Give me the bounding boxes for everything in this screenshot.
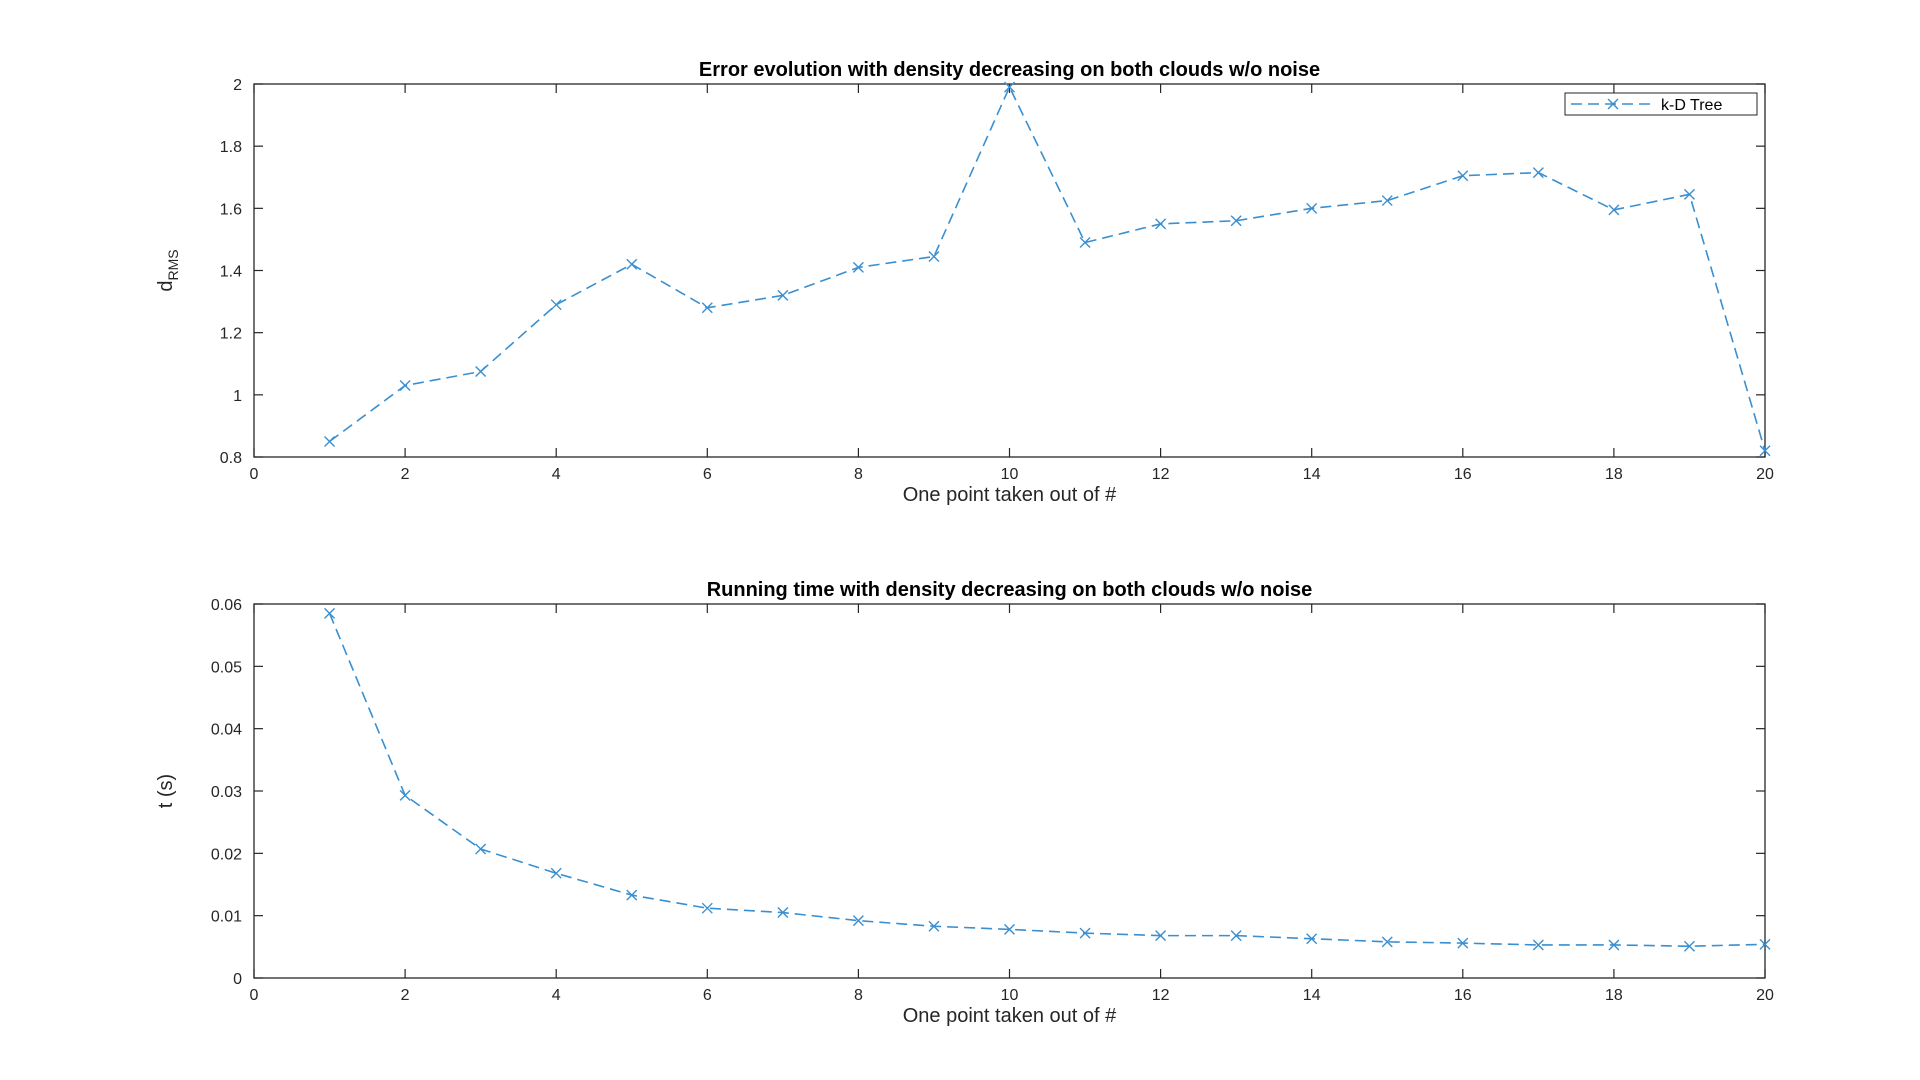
x-tick-label: 18 — [1605, 466, 1623, 483]
data-point — [1759, 938, 1771, 950]
y-axis-label-subscript: RMS — [165, 249, 181, 280]
x-tick-label: 2 — [401, 987, 410, 1004]
chart-1: 0 2 4 6 8 10 12 14 16 18 20 0.8 1 1.2 1.4 1.6 1.8 2 Error … — [155, 59, 1774, 506]
y-tick-label: 0.04 — [211, 722, 242, 739]
x-axis-label: One point taken out of # — [903, 1005, 1117, 1027]
x-tick-label: 12 — [1152, 466, 1170, 483]
data-point — [1683, 188, 1695, 200]
x-tick-label: 14 — [1303, 987, 1321, 1004]
x-tick-label: 6 — [703, 987, 712, 1004]
y-tick-label: 0.01 — [211, 909, 242, 926]
series-line — [329, 85, 1766, 452]
legend: k-D Tree — [1564, 92, 1758, 116]
y-tick-label: 0.02 — [211, 846, 242, 863]
x-tick-label: 10 — [1001, 466, 1019, 483]
y-tick-label: 1.2 — [220, 326, 242, 343]
data-point — [1381, 936, 1393, 948]
x-tick-label: 12 — [1152, 987, 1170, 1004]
x-tick-label: 10 — [1001, 987, 1019, 1004]
x-tick-label: 20 — [1756, 466, 1774, 483]
data-point — [626, 258, 638, 270]
chart-title: Error evolution with density decreasing … — [699, 59, 1320, 81]
x-tick-label: 8 — [854, 987, 863, 1004]
data-point — [1608, 204, 1620, 216]
x-axis-label: One point taken out of # — [903, 484, 1117, 506]
x-tick-label: 0 — [250, 987, 259, 1004]
x-tick-label: 14 — [1303, 466, 1321, 483]
data-point — [1532, 167, 1544, 179]
data-point — [324, 607, 336, 619]
data-point — [777, 907, 789, 919]
data-point — [399, 789, 411, 801]
data-point — [626, 889, 638, 901]
data-point — [324, 435, 336, 447]
y-tick-label: 0.8 — [220, 450, 242, 467]
x-tick-label: 4 — [552, 987, 561, 1004]
y-tick-label: 1.8 — [220, 139, 242, 156]
chart-title: Running time with density decreasing on … — [707, 579, 1313, 601]
data-point — [777, 289, 789, 301]
data-point — [1155, 218, 1167, 230]
plot-frame — [253, 83, 1766, 458]
y-axis-label: dRMS — [155, 249, 181, 291]
data-point — [1004, 923, 1015, 935]
y-tick-label: 0.06 — [211, 597, 242, 614]
data-point — [550, 867, 562, 879]
y-tick-label: 2 — [233, 77, 242, 94]
x-tick-label: 2 — [401, 466, 410, 483]
data-point — [1759, 445, 1771, 457]
data-point — [1306, 202, 1318, 214]
data-point — [1683, 940, 1695, 952]
x-tick-label: 16 — [1454, 987, 1472, 1004]
data-point — [1457, 170, 1469, 182]
x-tick-label: 18 — [1605, 987, 1623, 1004]
y-tick-label: 1.4 — [220, 264, 242, 281]
series-line — [328, 613, 1766, 948]
y-tick-label: 1 — [233, 388, 242, 405]
data-point — [1381, 195, 1393, 207]
data-point — [1155, 930, 1167, 942]
y-tick-label: 1.6 — [220, 201, 242, 218]
data-point — [1230, 215, 1242, 227]
data-point — [399, 380, 411, 392]
data-point — [475, 366, 487, 378]
data-point — [1230, 930, 1242, 942]
x-tick-label: 16 — [1454, 466, 1472, 483]
data-point — [1079, 927, 1091, 939]
x-tick-label: 0 — [250, 466, 259, 483]
legend-label: k-D Tree — [1661, 97, 1722, 114]
data-point — [852, 915, 864, 927]
data-point — [701, 302, 713, 314]
data-point — [1457, 937, 1469, 949]
y-tick-label: 0 — [233, 971, 242, 988]
x-tick-label: 4 — [552, 466, 561, 483]
data-point — [550, 299, 562, 311]
y-tick-label: 0.05 — [211, 659, 242, 676]
chart-2: 0 2 4 6 8 10 12 14 16 18 20 0 0.01 0.02 0.03 0.04 0.05 0.… — [155, 579, 1774, 1027]
legend-marker — [1607, 98, 1619, 110]
data-point — [928, 251, 940, 263]
data-point — [701, 902, 713, 914]
y-tick-label: 0.03 — [211, 784, 242, 801]
x-tick-label: 6 — [703, 466, 712, 483]
x-tick-label: 20 — [1756, 987, 1774, 1004]
data-point — [1608, 939, 1620, 951]
data-point — [1306, 933, 1318, 945]
x-tick-label: 8 — [854, 466, 863, 483]
y-axis-label: t (s) — [155, 774, 177, 808]
data-point — [1079, 237, 1091, 249]
data-point — [1004, 81, 1015, 93]
data-point — [475, 843, 487, 855]
data-point — [852, 261, 864, 273]
data-point — [928, 920, 940, 932]
plot-frame — [253, 603, 1766, 979]
data-point — [1532, 939, 1544, 951]
